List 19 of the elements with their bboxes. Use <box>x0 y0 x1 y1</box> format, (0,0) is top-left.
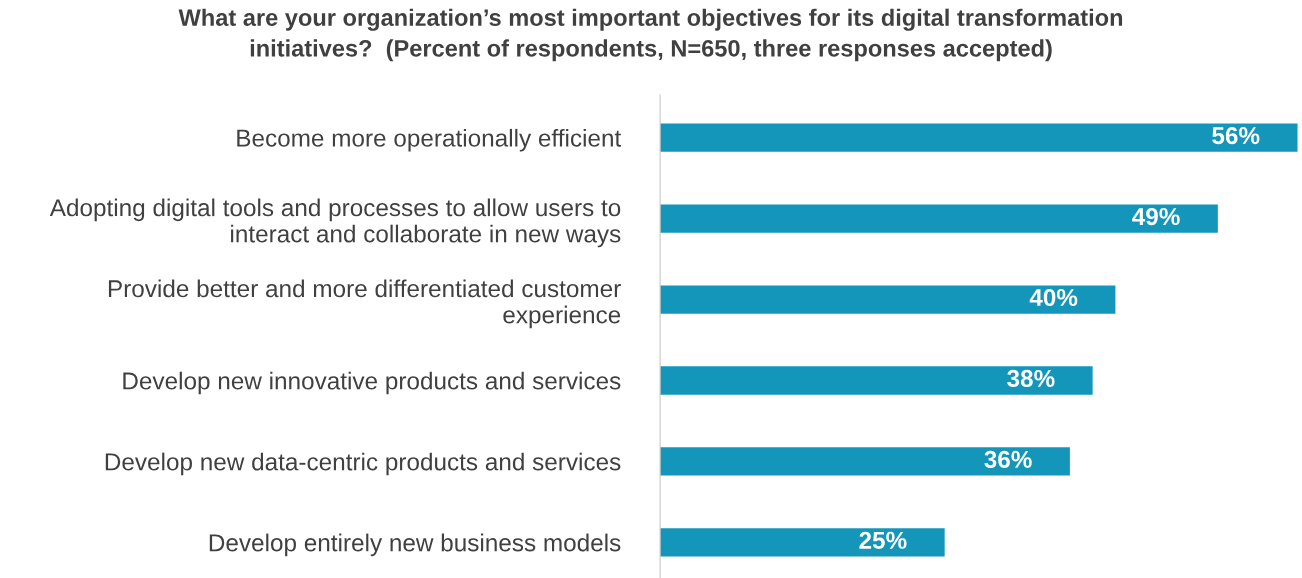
bar <box>660 366 1093 395</box>
bar <box>660 123 1298 152</box>
data-label: 36% <box>984 450 1032 469</box>
y-tick-label: Develop entirely new business models <box>209 533 621 557</box>
chart-title: What are your organization’s most important objectives for its digital transformation initiatives? (Percent of respondents, N=650, three responses accepted) <box>178 8 1123 62</box>
bar <box>660 285 1116 314</box>
data-label: 56% <box>1212 127 1260 145</box>
data-label: 40% <box>1029 288 1078 307</box>
data-label: 49% <box>1132 207 1180 226</box>
bar <box>660 204 1218 233</box>
y-tick-label: Become more operationally efficient <box>237 128 622 152</box>
data-label: 38% <box>1007 369 1055 388</box>
bar <box>660 447 1070 476</box>
data-label: 25% <box>859 531 907 549</box>
y-tick-label: Adopting digital tools and processes to allow users to interact and collaborate in new ways <box>49 198 621 248</box>
y-tick-label: Develop new data-centric products and services <box>105 452 621 476</box>
bar <box>660 528 945 557</box>
y-tick-label: Provide better and more differentiated customer experience <box>108 279 621 329</box>
y-tick-label: Develop new innovative products and services <box>123 371 621 395</box>
